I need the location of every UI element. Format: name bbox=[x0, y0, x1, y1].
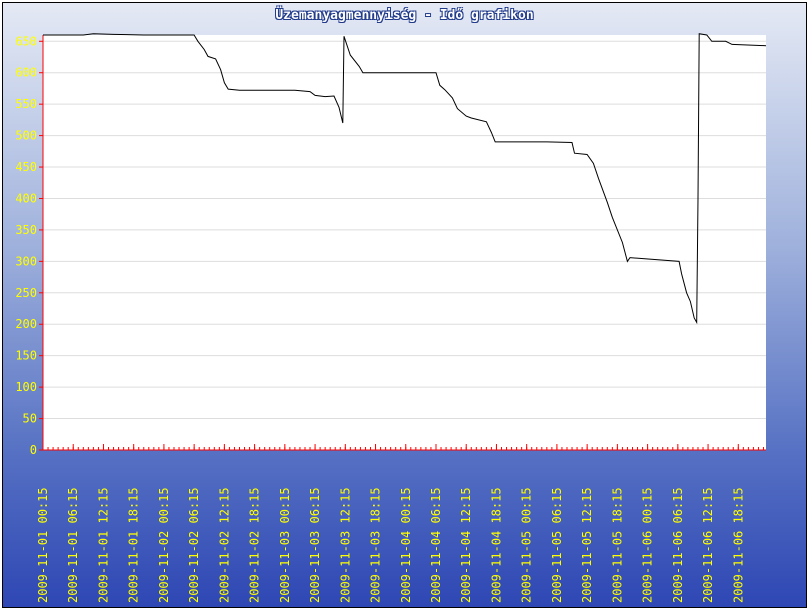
y-tick-label: 150 bbox=[15, 349, 37, 363]
x-tick-label: 2009-11-01 18:15 bbox=[127, 487, 141, 603]
x-tick-label: 2009-11-03 12:15 bbox=[338, 487, 352, 603]
x-tick-label: 2009-11-02 06:15 bbox=[187, 487, 201, 603]
x-tick-label: 2009-11-06 18:15 bbox=[731, 487, 745, 603]
x-tick-label: 2009-11-03 18:15 bbox=[369, 487, 383, 603]
x-tick-label: 2009-11-06 06:15 bbox=[671, 487, 685, 603]
x-tick-label: 2009-11-02 00:15 bbox=[157, 487, 171, 603]
x-tick-label: 2009-11-03 00:15 bbox=[278, 487, 292, 603]
y-tick-label: 200 bbox=[15, 317, 37, 331]
y-tick-label: 0 bbox=[30, 443, 37, 457]
y-tick-label: 650 bbox=[15, 34, 37, 48]
x-tick-label: 2009-11-02 12:15 bbox=[217, 487, 231, 603]
x-tick-label: 2009-11-05 06:15 bbox=[550, 487, 564, 603]
y-tick-label: 250 bbox=[15, 286, 37, 300]
y-tick-label: 50 bbox=[23, 412, 37, 426]
x-tick-label: 2009-11-05 12:15 bbox=[580, 487, 594, 603]
x-tick-label: 2009-11-04 18:15 bbox=[489, 487, 503, 603]
y-tick-label: 500 bbox=[15, 129, 37, 143]
y-tick-label: 550 bbox=[15, 97, 37, 111]
y-tick-label: 600 bbox=[15, 66, 37, 80]
series-line bbox=[43, 33, 767, 325]
chart-title: Üzemanyagmennyiség - Idő grafikon bbox=[275, 8, 534, 23]
x-tick-label: 2009-11-04 06:15 bbox=[429, 487, 443, 603]
x-tick-label: 2009-11-06 12:15 bbox=[701, 487, 715, 603]
x-tick-label: 2009-11-04 12:15 bbox=[459, 487, 473, 603]
y-tick-label: 450 bbox=[15, 160, 37, 174]
x-tick-label: 2009-11-03 06:15 bbox=[308, 487, 322, 603]
y-axis-ticks: 0 50 100 150 200 250 300 350 400 450 500 550 600 650 bbox=[15, 34, 43, 457]
y-tick-label: 350 bbox=[15, 223, 37, 237]
x-tick-label: 2009-11-01 06:15 bbox=[66, 487, 80, 603]
x-tick-label: 2009-11-04 00:15 bbox=[399, 487, 413, 603]
x-tick-label: 2009-11-01 00:15 bbox=[36, 487, 50, 603]
x-tick-label: 2009-11-05 00:15 bbox=[520, 487, 534, 603]
y-tick-label: 300 bbox=[15, 254, 37, 268]
x-tick-label: 2009-11-02 18:15 bbox=[248, 487, 262, 603]
x-tick-label: 2009-11-01 12:15 bbox=[96, 487, 110, 603]
y-tick-label: 400 bbox=[15, 191, 37, 205]
x-axis-ticks: 2009-11-01 00:15 2009-11-01 06:15 2009-11-… bbox=[36, 444, 764, 603]
plot-area bbox=[43, 35, 766, 450]
x-tick-label: 2009-11-06 00:15 bbox=[641, 487, 655, 603]
y-tick-label: 100 bbox=[15, 380, 37, 394]
x-tick-label: 2009-11-05 18:15 bbox=[610, 487, 624, 603]
